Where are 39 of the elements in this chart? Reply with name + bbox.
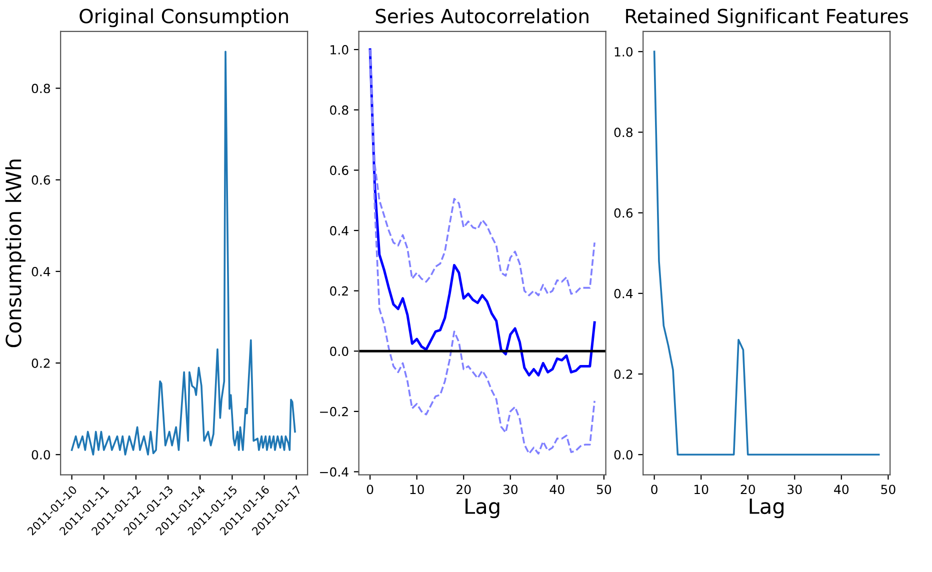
x-tick-label: 10 — [410, 484, 424, 494]
y-tick-label: 0.2 — [330, 286, 348, 296]
y-tick-label: 0.6 — [330, 166, 348, 176]
y-axis-title: Consumption kWh — [5, 160, 26, 348]
y-tick-label: 0.4 — [614, 288, 633, 298]
x-tick-label: 50 — [596, 484, 612, 494]
line-series — [70, 50, 296, 456]
chart-title: Original Consumption — [80, 8, 288, 28]
y-tick-label: 0.6 — [614, 208, 633, 218]
y-tick-label: 0.8 — [614, 128, 633, 138]
line-series — [653, 50, 880, 456]
chart-title: Retained Significant Features — [626, 8, 908, 28]
y-tick-label: 0.4 — [32, 266, 50, 276]
y-tick-label: −0.4 — [320, 467, 348, 477]
y-tick-label: −0.2 — [320, 406, 348, 416]
x-axis-title: Lag — [466, 498, 500, 518]
x-tick-label: 30 — [788, 484, 802, 494]
y-tick-label: 0.8 — [330, 105, 348, 115]
y-tick-label: 1.0 — [614, 47, 633, 57]
x-tick-label: 20 — [456, 484, 471, 494]
x-axis-title: Lag — [750, 498, 784, 518]
y-tick-label: 0.0 — [330, 346, 348, 356]
x-tick-label: 50 — [881, 484, 896, 494]
y-tick-label: 0.0 — [32, 450, 50, 460]
x-tick-label: 0 — [366, 484, 374, 494]
y-tick-label: 0.6 — [32, 175, 50, 185]
x-tick-label: 30 — [503, 484, 518, 494]
y-tick-label: 1.0 — [330, 45, 348, 54]
y-tick-label: 0.2 — [32, 358, 50, 368]
x-tick-label: 40 — [834, 484, 849, 494]
chart-title: Series Autocorrelation — [376, 8, 588, 24]
x-tick-label: 40 — [550, 484, 564, 494]
x-tick-label: 20 — [740, 484, 755, 494]
y-tick-label: 0.0 — [614, 450, 633, 460]
y-tick-label: 0.8 — [32, 84, 50, 94]
x-tick-label: 0 — [651, 484, 658, 494]
y-tick-label: 0.4 — [330, 226, 348, 236]
x-tick-label: 10 — [694, 484, 708, 494]
y-tick-label: 0.2 — [614, 369, 632, 379]
